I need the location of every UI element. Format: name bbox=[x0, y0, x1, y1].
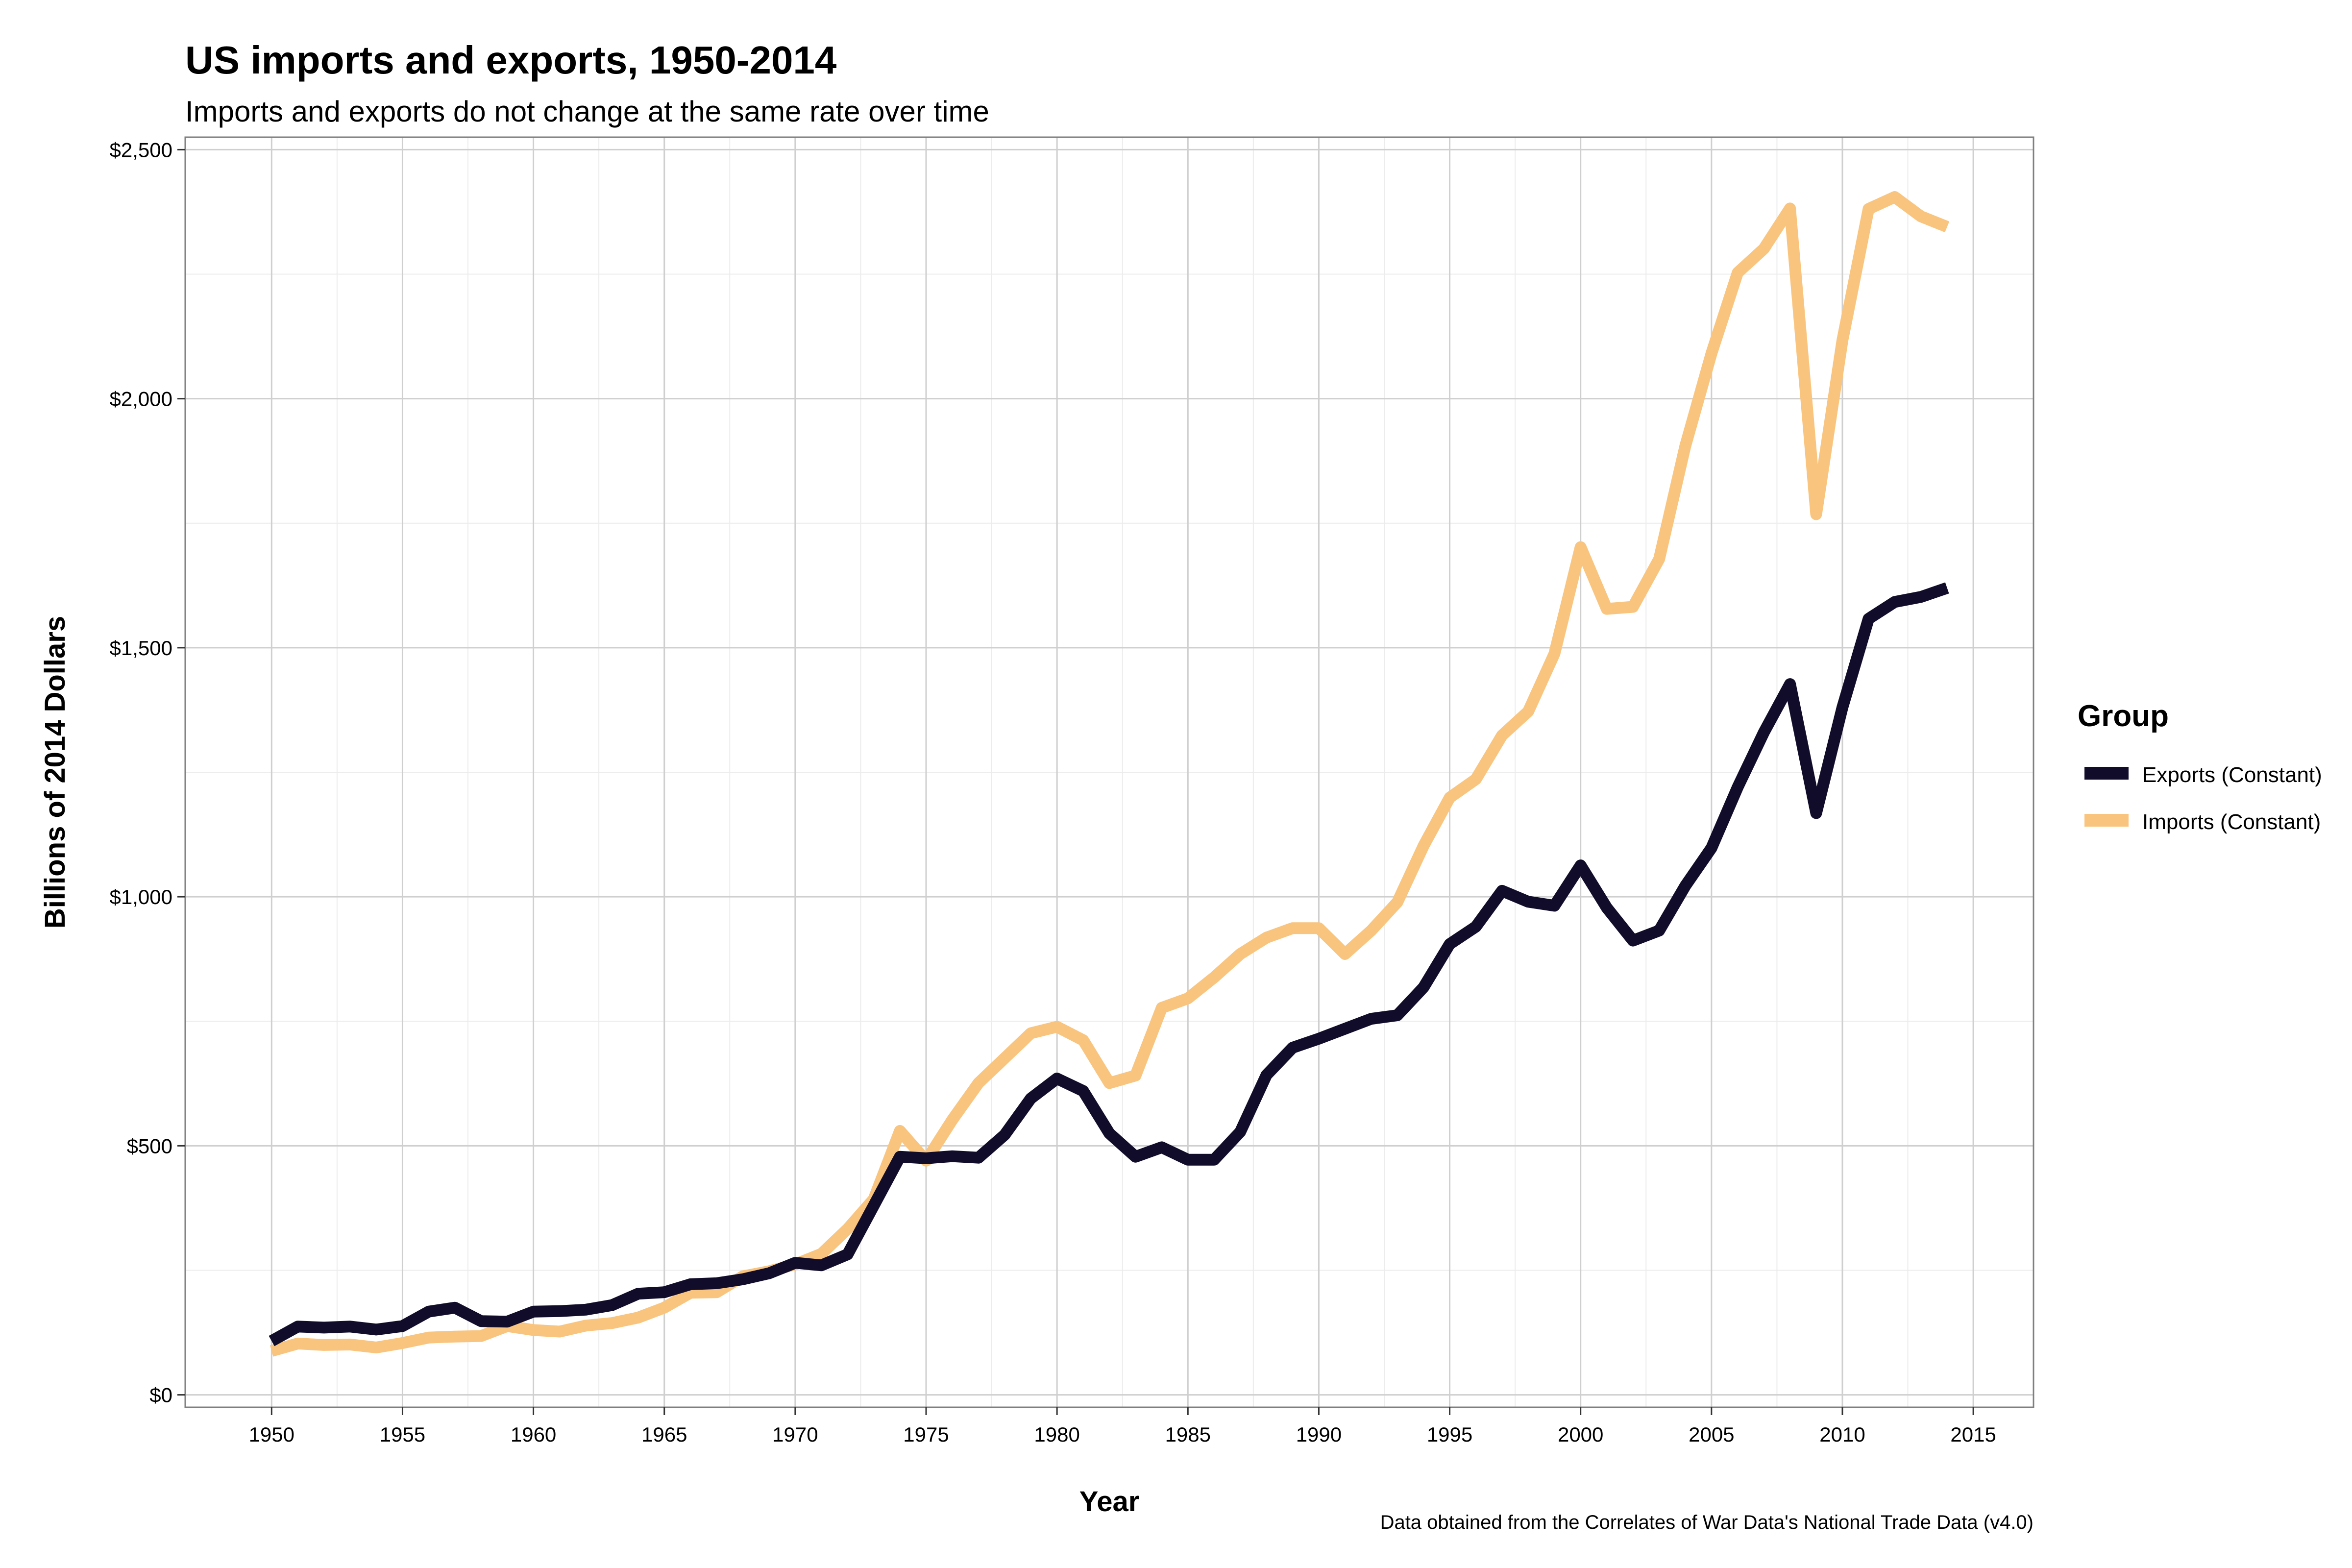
y-tick-label: $2,500 bbox=[110, 138, 172, 161]
series-line-exports bbox=[269, 582, 1949, 1347]
x-tick-label: 2010 bbox=[1819, 1423, 1865, 1446]
x-tick-label: 1970 bbox=[772, 1423, 818, 1446]
x-tick-label: 1985 bbox=[1165, 1423, 1211, 1446]
chart-title: US imports and exports, 1950-2014 bbox=[185, 38, 837, 82]
x-tick-label: 2015 bbox=[1950, 1423, 1996, 1446]
series-lines bbox=[269, 191, 1950, 1357]
x-tick-label: 1995 bbox=[1427, 1423, 1472, 1446]
y-tick-label: $1,500 bbox=[110, 637, 172, 660]
plot-panel-border bbox=[184, 136, 2034, 1408]
x-tick-label: 1965 bbox=[641, 1423, 687, 1446]
x-tick-label: 2005 bbox=[1689, 1423, 1734, 1446]
y-tick-label: $1,000 bbox=[110, 885, 172, 908]
x-tick-label: 2000 bbox=[1558, 1423, 1603, 1446]
y-tick-label: $2,000 bbox=[110, 388, 172, 411]
x-tick-label: 1990 bbox=[1296, 1423, 1342, 1446]
series-line-imports bbox=[270, 191, 1950, 1357]
legend-label-exports: Exports (Constant) bbox=[2142, 763, 2322, 787]
y-tick-label: $0 bbox=[149, 1384, 172, 1407]
x-tick-label: 1980 bbox=[1034, 1423, 1079, 1446]
y-axis-title: Billions of 2014 Dollars bbox=[39, 616, 71, 929]
legend-item-exports: Exports (Constant) bbox=[2084, 763, 2322, 787]
y-tick-label: $500 bbox=[127, 1134, 172, 1157]
chart-subtitle: Imports and exports do not change at the… bbox=[185, 95, 989, 128]
x-tick-label: 1975 bbox=[903, 1423, 949, 1446]
minor-gridlines bbox=[185, 137, 2034, 1407]
axis-ticks: 1950 1955 1960 1965 1970 1975 1980 1985 1990 1995… bbox=[110, 138, 1996, 1446]
x-tick-label: 1955 bbox=[380, 1423, 425, 1446]
chart-caption: Data obtained from the Correlates of War… bbox=[1380, 1512, 2034, 1533]
x-tick-label: 1960 bbox=[511, 1423, 556, 1446]
legend-label-imports: Imports (Constant) bbox=[2142, 810, 2321, 834]
x-tick-label: 1950 bbox=[249, 1423, 294, 1446]
legend-item-imports: Imports (Constant) bbox=[2084, 810, 2321, 834]
legend-title: Group bbox=[2078, 699, 2169, 733]
x-axis-title: Year bbox=[1079, 1486, 1140, 1518]
